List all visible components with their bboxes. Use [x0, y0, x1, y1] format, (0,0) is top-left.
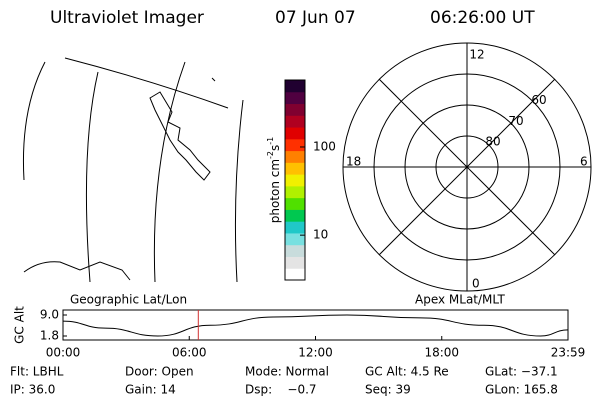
- label-exp: -1: [266, 137, 275, 145]
- color-step: [285, 174, 305, 187]
- map-line: [64, 57, 229, 109]
- label-text: s: [268, 145, 282, 151]
- label-text: photon cm: [268, 159, 282, 223]
- altitude-curve: [62, 314, 569, 337]
- color-step: [285, 209, 305, 222]
- color-step: [285, 80, 305, 93]
- coastline: [149, 91, 211, 181]
- info-field: GC Alt: 4.5 Re: [365, 365, 449, 379]
- color-step: [285, 127, 305, 140]
- altitude-plot: 9.0 1.8 00:00 06:00 12:00 18:00 23:59: [40, 308, 585, 360]
- color-step: [285, 268, 305, 281]
- axis: [378, 78, 556, 256]
- lat-label: 80: [485, 135, 500, 149]
- lat-ring: [435, 135, 499, 199]
- info-field: IP: 36.0: [10, 383, 55, 397]
- panel-label: Apex MLat/MLT: [415, 293, 505, 307]
- x-tick-label: 00:00: [46, 346, 81, 360]
- map-line: [234, 99, 244, 283]
- coastline: [23, 261, 131, 281]
- x-tick-label: 12:00: [298, 346, 333, 360]
- colorbar-frame: [284, 79, 306, 281]
- color-step: [285, 103, 305, 116]
- tick-label: 100: [313, 139, 336, 153]
- map-line: [153, 61, 186, 283]
- color-step: [285, 138, 305, 152]
- map-line: [85, 71, 99, 283]
- lat-ring: [373, 73, 561, 261]
- color-step: [285, 162, 305, 175]
- polar-plot: 12 6 0 18 60 70 80: [342, 42, 592, 292]
- mlt-label: 0: [472, 277, 480, 291]
- color-step: [285, 150, 305, 163]
- footer: Flt: LBHL Door: Open Mode: Normal GC Alt: 4…: [10, 365, 558, 397]
- color-step: [285, 244, 305, 257]
- time: 06:26:00 UT: [430, 8, 535, 28]
- info-field: GLat: −37.1: [485, 365, 558, 379]
- title: Ultraviolet Imager: [50, 8, 204, 28]
- date: 07 Jun 07: [275, 8, 356, 28]
- info-field: Seq: 39: [365, 383, 411, 397]
- mlt-label: 12: [469, 48, 484, 62]
- panel-label: Geographic Lat/Lon: [70, 293, 187, 307]
- info-field: Flt: LBHL: [10, 365, 64, 379]
- mlt-label: 18: [346, 155, 361, 169]
- label-exp: -2: [266, 151, 275, 159]
- mlt-label: 6: [580, 155, 588, 169]
- colorbar: 10 100: [284, 79, 336, 281]
- color-step: [285, 221, 305, 234]
- y-label: GC Alt: [13, 306, 27, 344]
- y-tick-label: 9.0: [40, 308, 59, 322]
- color-step: [285, 197, 305, 210]
- color-step: [285, 256, 305, 269]
- info-field: Door: Open: [125, 365, 194, 379]
- info-field: Gain: 14: [125, 383, 176, 397]
- coastline: [211, 77, 216, 82]
- tick-label: 10: [313, 228, 328, 242]
- colorbar-label: photon cm-2s-1: [266, 137, 282, 224]
- x-tick-label: 18:00: [424, 346, 459, 360]
- info-field: Dsp: −0.7: [245, 383, 317, 397]
- color-step: [285, 91, 305, 105]
- x-tick-label: 23:59: [551, 346, 586, 360]
- map: [22, 57, 244, 283]
- plot-frame: [62, 309, 569, 341]
- color-step: [285, 115, 305, 128]
- x-tick-label: 06:00: [172, 346, 207, 360]
- map-line: [22, 61, 46, 181]
- lat-label: 60: [531, 93, 546, 107]
- y-tick-label: 1.8: [40, 329, 59, 343]
- lat-label: 70: [508, 114, 523, 128]
- info-field: Mode: Normal: [245, 365, 329, 379]
- color-step: [285, 232, 305, 246]
- color-step: [285, 185, 305, 199]
- info-field: GLon: 165.8: [485, 383, 558, 397]
- lat-ring: [404, 104, 530, 230]
